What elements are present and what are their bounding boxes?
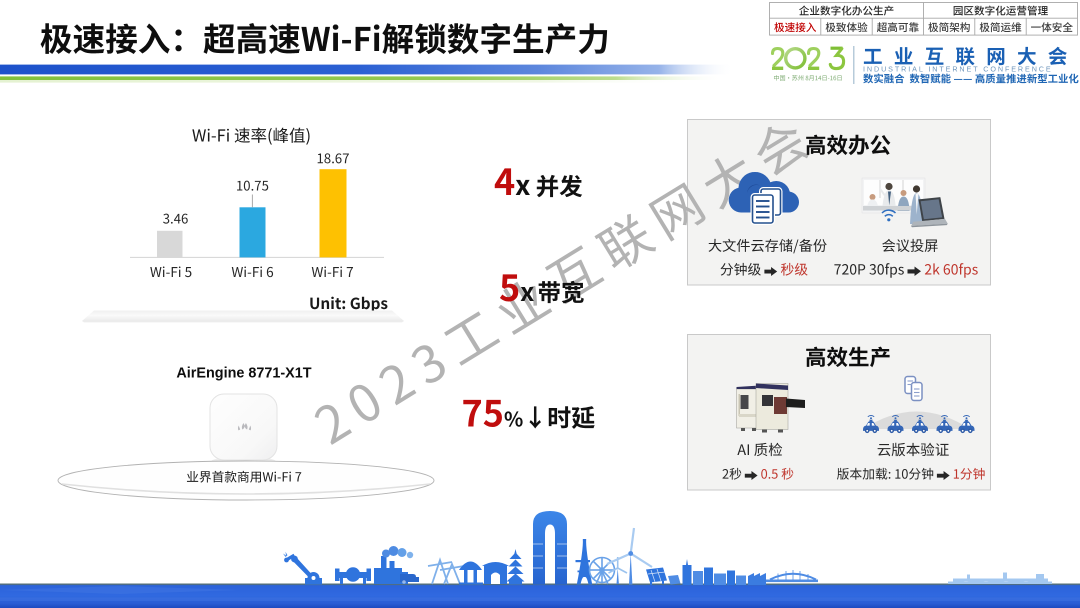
svg-text:INDUSTRIAL INTERNET CONFERENCE: INDUSTRIAL INTERNET CONFERENCE — [863, 65, 1053, 74]
svg-text:AirEngine 8771-X1T: AirEngine 8771-X1T — [176, 366, 311, 382]
